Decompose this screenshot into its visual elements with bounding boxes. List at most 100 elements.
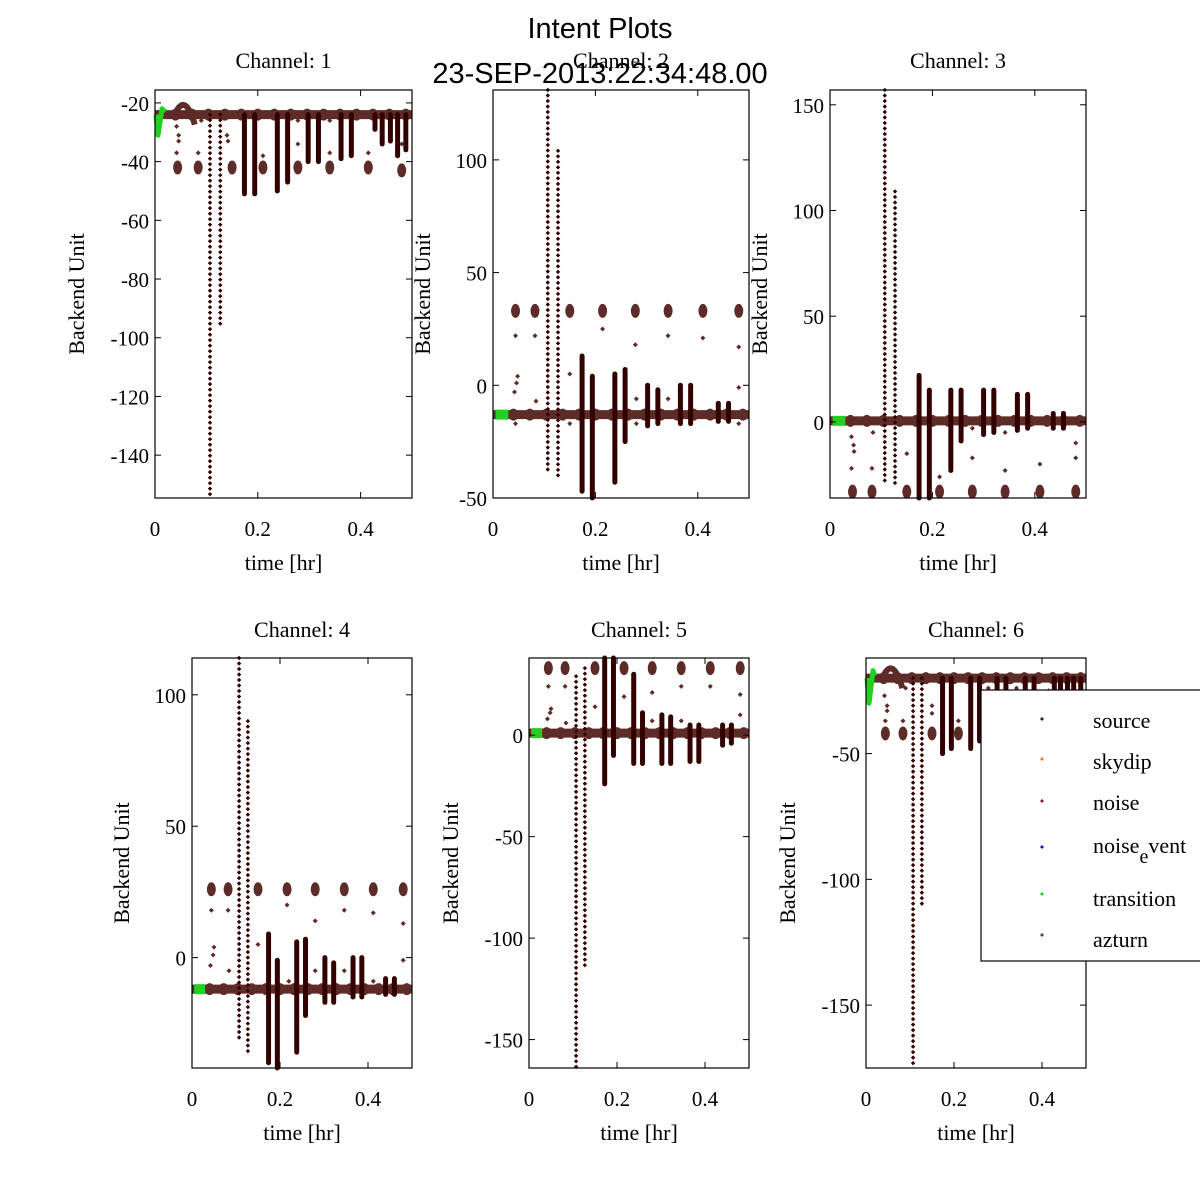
source-point	[573, 987, 579, 992]
source-point	[910, 857, 916, 862]
source-point	[919, 818, 925, 824]
source-point	[245, 850, 251, 856]
source-spike	[573, 674, 579, 1069]
azturn-point	[198, 118, 204, 124]
source-point	[236, 842, 242, 848]
azturn-cluster	[227, 160, 237, 175]
azturn-bump	[879, 665, 906, 690]
source-point	[545, 428, 550, 434]
source-point	[882, 302, 887, 307]
source-spike	[207, 112, 213, 497]
source-point	[582, 896, 588, 902]
source-point	[910, 873, 916, 879]
source-point	[555, 357, 561, 363]
source-point	[245, 718, 251, 724]
source-point	[882, 357, 887, 362]
source-point	[236, 1035, 242, 1040]
azturn-point	[260, 153, 266, 159]
azturn-point	[533, 398, 539, 404]
source-point	[892, 321, 898, 326]
source-point	[573, 822, 579, 827]
y-axis-label: Backend Unit	[410, 233, 435, 355]
source-point	[236, 721, 242, 727]
source-point	[245, 773, 251, 779]
source-point	[882, 472, 887, 478]
azturn-baseline-point	[204, 983, 215, 996]
source-point	[245, 729, 251, 735]
source-point	[882, 406, 887, 412]
azturn-point	[548, 706, 554, 712]
source-point	[236, 897, 242, 903]
azturn-point	[665, 333, 671, 339]
source-point	[910, 730, 916, 736]
azturn-point	[707, 683, 713, 689]
source-point	[207, 359, 213, 365]
source-point	[207, 354, 213, 359]
source-spike	[555, 148, 561, 478]
x-tick-label: 0	[825, 517, 836, 541]
channel-1-panel: 0 0.2 0.4 -20 -40 -60 -80 -100 -120 -140 Channel: …	[64, 48, 413, 575]
legend-label-noise-event-sub: e	[1139, 846, 1148, 868]
azturn-baseline-point	[246, 983, 257, 996]
y-tick-label: -80	[121, 268, 149, 292]
source-point	[892, 211, 898, 216]
source-point	[573, 773, 579, 778]
panel-title: Channel: 5	[591, 617, 687, 642]
plot-area	[529, 655, 749, 1069]
y-tick-label: -140	[111, 444, 150, 468]
source-point	[573, 811, 579, 816]
azturn-bump	[172, 101, 198, 126]
source-point	[882, 208, 887, 214]
source-point	[218, 277, 223, 282]
source-point	[882, 252, 887, 258]
source-point	[218, 266, 223, 271]
azturn-point	[884, 703, 890, 709]
y-tick-label: -50	[832, 743, 860, 767]
source-point	[545, 412, 550, 417]
source-point	[545, 307, 550, 313]
source-point	[245, 933, 251, 938]
source-point	[236, 727, 242, 732]
source-point	[207, 299, 213, 304]
source-point	[207, 128, 213, 134]
source-point	[892, 447, 898, 453]
source-point	[919, 763, 925, 769]
azturn-point	[1073, 440, 1079, 446]
source-point	[582, 698, 588, 704]
source-point	[582, 759, 588, 764]
source-point	[882, 142, 887, 148]
source-point	[207, 266, 213, 271]
source-point	[910, 763, 916, 769]
source-point	[882, 417, 887, 423]
source-point	[218, 178, 223, 183]
source-point	[892, 398, 898, 403]
azturn-baseline-point	[920, 672, 931, 685]
source-point	[207, 216, 213, 222]
source-point	[573, 883, 579, 888]
azturn-point	[678, 718, 684, 724]
source-point	[245, 751, 251, 757]
source-point	[218, 112, 223, 117]
x-tick-label: 0	[488, 517, 499, 541]
source-point	[910, 884, 916, 890]
source-point	[245, 982, 251, 988]
source-point	[218, 156, 223, 161]
source-point	[582, 863, 588, 869]
source-point	[218, 282, 223, 288]
x-axis-label: time [hr]	[600, 1120, 678, 1145]
azturn-point	[365, 150, 371, 156]
azturn-cluster	[935, 484, 945, 499]
x-axis-label: time [hr]	[582, 550, 660, 575]
source-point	[910, 703, 916, 708]
azturn-point	[370, 978, 376, 984]
source-point	[910, 994, 916, 1000]
x-axis-label: time [hr]	[919, 550, 997, 575]
source-point	[919, 829, 925, 835]
source-point	[236, 771, 242, 776]
source-point	[582, 671, 588, 676]
figure-title: Intent Plots	[527, 13, 672, 45]
source-spike	[236, 655, 242, 1040]
source-point	[207, 156, 213, 161]
source-point	[245, 762, 251, 768]
source-point	[207, 442, 213, 447]
